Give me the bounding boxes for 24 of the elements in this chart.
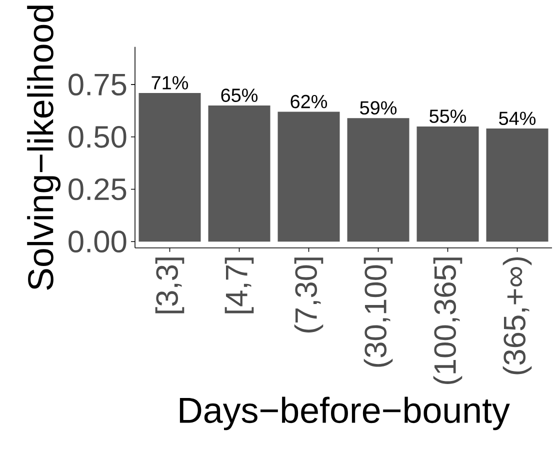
x-axis-title: Days−before−bounty: [180, 396, 510, 430]
y-tick-label: 0.25: [68, 178, 126, 200]
x-tick-label: (7,30]: [294, 258, 324, 333]
x-tick-label: [4,7]: [224, 258, 254, 314]
y-tick-label: 0.50: [68, 126, 126, 148]
bar: [416, 126, 479, 242]
data-label: 62%: [290, 94, 328, 108]
x-tick-label: (30,100]: [364, 258, 393, 367]
bar: [347, 118, 410, 242]
data-label: 55%: [430, 110, 466, 123]
y-tick-label: 0.00: [68, 230, 126, 253]
data-label: 65%: [221, 88, 258, 102]
x-tick-label: [3,3]: [155, 258, 184, 314]
x-tick-label: (100,365]: [433, 258, 462, 384]
bar: [486, 128, 548, 242]
bar: [138, 93, 201, 242]
data-label: 59%: [360, 101, 397, 115]
y-tick-label: 0.75: [68, 74, 126, 96]
y-axis-title: Solving−likelihood: [27, 6, 61, 290]
x-tick-label: (365,+∞): [502, 257, 532, 374]
data-label: 71%: [152, 76, 188, 90]
bar: [278, 112, 340, 242]
bar: [208, 106, 270, 242]
data-label: 54%: [499, 112, 536, 126]
